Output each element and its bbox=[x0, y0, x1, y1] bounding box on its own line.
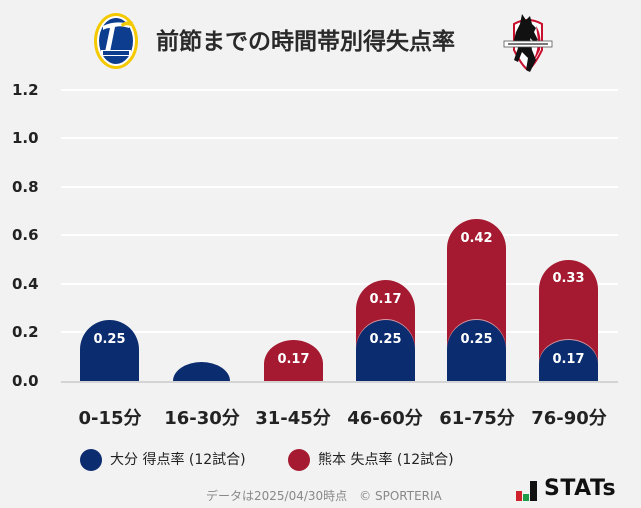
bar-home-76-90 bbox=[539, 340, 598, 381]
gridline-0.6 bbox=[61, 234, 618, 236]
y-tick-0.4: 0.4 bbox=[12, 275, 39, 293]
bar-label-home-0-15: 0.25 bbox=[93, 332, 126, 347]
legend-dot-home-icon bbox=[80, 449, 102, 471]
gridline-0.4 bbox=[61, 283, 618, 285]
x-tick-61-75: 61-75分 bbox=[439, 408, 515, 429]
gridline-1.2 bbox=[61, 89, 618, 91]
roasso-kumamoto-crest-icon bbox=[503, 14, 553, 72]
y-tick-1.2: 1.2 bbox=[12, 81, 39, 99]
y-tick-0.2: 0.2 bbox=[12, 323, 39, 341]
y-tick-0.8: 0.8 bbox=[12, 178, 39, 196]
bar-label-away-46-60: 0.17 bbox=[369, 292, 402, 307]
bar-label-away-76-90: 0.33 bbox=[552, 271, 585, 286]
x-tick-46-60: 46-60分 bbox=[347, 408, 423, 429]
bar-label-away-61-75: 0.42 bbox=[460, 231, 493, 246]
bar-label-home-76-90: 0.17 bbox=[552, 352, 585, 367]
bar-label-away-31-45: 0.17 bbox=[277, 352, 310, 367]
stats-bars-icon bbox=[516, 481, 537, 501]
bar-label-home-46-60: 0.25 bbox=[369, 332, 402, 347]
legend-label-home: 大分 得点率 (12試合) bbox=[110, 452, 246, 468]
legend-item-away: 熊本 失点率 (12試合) bbox=[288, 449, 454, 471]
bar-home-46-60 bbox=[356, 320, 415, 381]
stats-brand-logo: STATs bbox=[516, 477, 616, 501]
gridline-0.2 bbox=[61, 331, 618, 333]
x-tick-76-90: 76-90分 bbox=[531, 408, 607, 429]
gridline-1.0 bbox=[61, 137, 618, 139]
bar-home-0-15 bbox=[80, 320, 139, 381]
data-source-note: データは2025/04/30時点 © SPORTERIA bbox=[206, 489, 442, 503]
oita-trinita-crest-icon bbox=[94, 13, 138, 69]
x-axis-baseline bbox=[61, 381, 618, 383]
y-tick-1.0: 1.0 bbox=[12, 129, 39, 147]
legend-item-home: 大分 得点率 (12試合) bbox=[80, 449, 246, 471]
legend-dot-away-icon bbox=[288, 449, 310, 471]
bar-home-16-30 bbox=[173, 362, 230, 381]
legend-label-away: 熊本 失点率 (12試合) bbox=[318, 452, 454, 468]
bar-label-home-61-75: 0.25 bbox=[460, 332, 493, 347]
x-tick-31-45: 31-45分 bbox=[255, 408, 331, 429]
y-tick-0.6: 0.6 bbox=[12, 226, 39, 244]
chart-title: 前節までの時間帯別得失点率 bbox=[156, 29, 455, 55]
gridline-0.8 bbox=[61, 186, 618, 188]
x-tick-0-15: 0-15分 bbox=[78, 408, 142, 429]
bar-away-31-45 bbox=[264, 340, 323, 381]
x-tick-16-30: 16-30分 bbox=[164, 408, 240, 429]
y-tick-0.0: 0.0 bbox=[12, 372, 39, 390]
stats-brand-text: STATs bbox=[544, 476, 617, 501]
bar-home-61-75 bbox=[447, 320, 506, 381]
chart-header: 前節までの時間帯別得失点率 bbox=[0, 0, 641, 82]
